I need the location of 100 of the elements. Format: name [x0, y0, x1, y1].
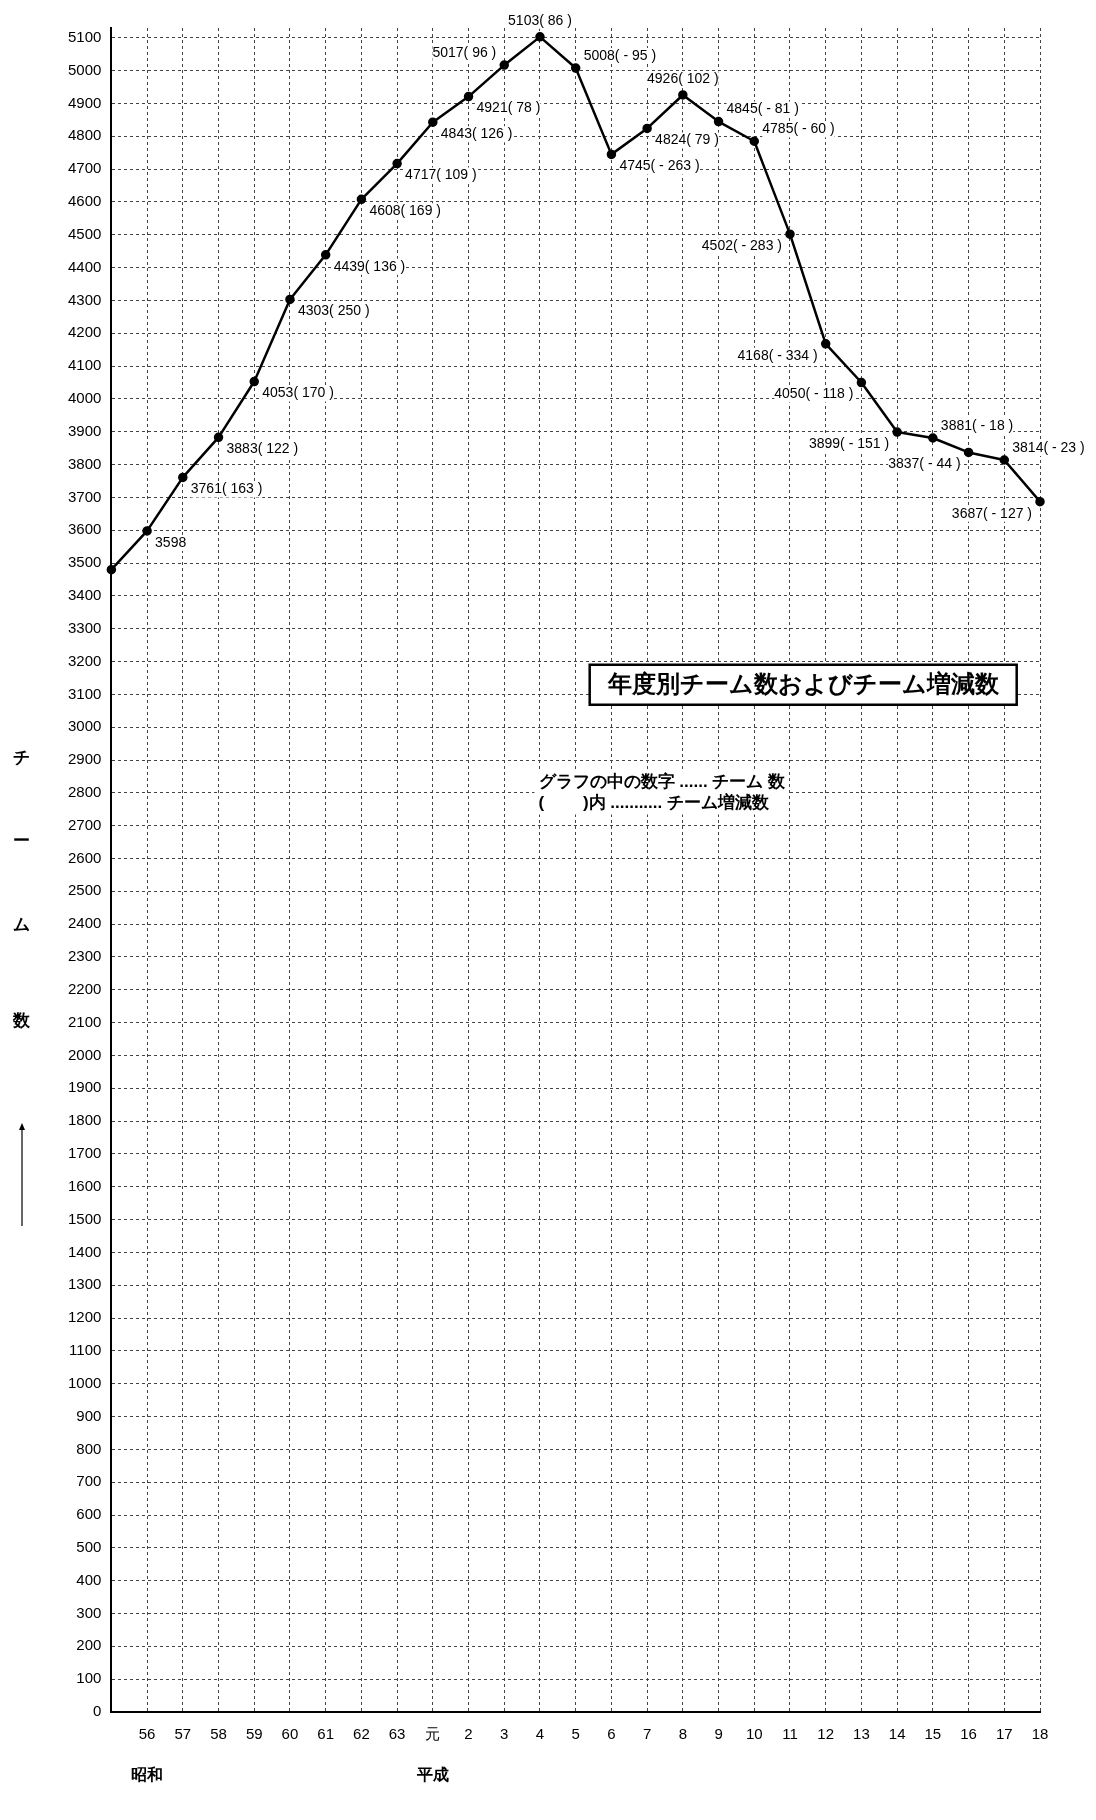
data-label: 5008( - 95 ): [583, 46, 657, 63]
y-tick-label: 4600: [67, 192, 102, 210]
text: 年度別チーム数およびチーム増減数: [606, 670, 1000, 698]
y-tick-label: 1100: [69, 1341, 102, 1359]
x-tick-label: 4: [535, 1725, 545, 1743]
y-tick-label: 4400: [67, 257, 102, 275]
y-tick-label: 300: [76, 1603, 102, 1621]
y-tick-label: 1500: [67, 1209, 102, 1227]
y-tick-label: 2900: [67, 750, 102, 768]
y-tick-label: 1900: [67, 1078, 102, 1096]
x-tick-label: 59: [245, 1725, 263, 1743]
point: [749, 136, 760, 146]
point: [178, 472, 188, 483]
y-tick-label: 2600: [67, 848, 102, 866]
data-label: 4439( 136 ): [333, 257, 406, 274]
y-tick-label: 2400: [67, 914, 102, 932]
text: 昭和: [131, 1766, 164, 1784]
data-label: 3687( - 127 ): [951, 504, 1033, 521]
x-tick-label: 56: [138, 1725, 156, 1743]
data-label: 4845( - 81 ): [726, 100, 799, 117]
annotation: グラフの中の数字 ...... チーム 数: [538, 772, 787, 792]
y-tick-label: 4200: [67, 323, 102, 341]
x-tick-label: 元: [425, 1725, 441, 1743]
y-tick-label: 200: [76, 1636, 102, 1654]
y-tick-label: 100: [76, 1669, 102, 1687]
y-tick-label: 2200: [67, 979, 102, 997]
y-tick-label: 2100: [67, 1012, 102, 1030]
text: 平成: [415, 1766, 449, 1784]
y-tick-label: 0: [93, 1702, 102, 1720]
y-tick-label: 5100: [67, 27, 102, 45]
point: [678, 90, 688, 100]
point: [463, 91, 474, 102]
point: [606, 149, 617, 160]
x-tick-label: 62: [353, 1725, 370, 1743]
y-tick-label: 4500: [67, 224, 102, 242]
x-tick-label: 63: [388, 1725, 406, 1743]
point: [392, 158, 402, 169]
data-label: 3881( - 18 ): [940, 416, 1014, 433]
y-tick-label: 3000: [67, 717, 102, 735]
data-label: 4303( 250 ): [297, 302, 370, 319]
x-tick-label: 16: [960, 1725, 977, 1743]
y-tick-label: 1700: [67, 1144, 102, 1162]
y-tick-label: 600: [76, 1505, 102, 1523]
x-tick-label: 5: [571, 1725, 580, 1743]
point: [428, 117, 438, 127]
data-label: 4926( 102 ): [647, 69, 719, 86]
annotation: ( )内 ........... チーム増減数: [538, 792, 770, 813]
x-tick-label: 7: [642, 1725, 652, 1743]
y-tick-label: 2700: [67, 815, 102, 833]
x-tick-label: 57: [174, 1725, 192, 1743]
y-tick-label: 500: [76, 1538, 102, 1556]
y-tick-label: 1300: [67, 1275, 102, 1293]
point: [999, 455, 1010, 465]
x-tick-label: 61: [317, 1725, 335, 1743]
x-tick-label: 2: [464, 1725, 473, 1743]
data-label: 3814( - 23 ): [1012, 438, 1085, 455]
x-tick-label: 12: [817, 1725, 835, 1743]
x-tick-label: 10: [745, 1725, 763, 1743]
data-label: 3598: [155, 533, 187, 550]
data-label: 3761( 163 ): [190, 480, 263, 497]
y-tick-label: 3700: [67, 487, 102, 505]
point: [570, 63, 581, 73]
point: [713, 116, 724, 127]
x-tick-label: 15: [924, 1725, 942, 1743]
y-tick-label: 900: [76, 1406, 102, 1424]
point: [285, 294, 295, 305]
y-axis-title: チーム数: [11, 738, 33, 1072]
y-tick-label: 3100: [67, 684, 102, 702]
y-tick-label: 800: [76, 1439, 102, 1457]
y-tick-label: 2800: [67, 783, 102, 800]
y-tick-label: 2300: [67, 947, 102, 965]
y-tick-label: 4100: [67, 356, 102, 374]
y-tick-label: 3300: [67, 618, 102, 636]
y-tick-label: 3400: [67, 586, 102, 604]
point: [820, 339, 831, 349]
y-tick-label: 1000: [67, 1373, 102, 1391]
data-label: 4608( 169 ): [369, 202, 441, 219]
data-label: 4745( - 263 ): [619, 157, 700, 174]
point: [856, 377, 867, 388]
point: [928, 433, 938, 443]
data-label: 4502( - 283 ): [701, 237, 782, 254]
point: [142, 526, 152, 536]
y-tick-label: 4900: [67, 93, 102, 111]
data-label: 3899( - 151 ): [808, 434, 890, 451]
data-label: 4717( 109 ): [405, 166, 477, 183]
y-tick-label: 1400: [67, 1242, 102, 1260]
data-label: 4053( 170 ): [262, 384, 334, 401]
x-tick-label: 9: [714, 1725, 723, 1743]
x-tick-label: 60: [281, 1725, 299, 1743]
y-tick-label: 3500: [67, 553, 102, 571]
point: [535, 32, 545, 42]
x-tick-label: 11: [782, 1725, 798, 1743]
point: [249, 376, 259, 387]
y-tick-label: 400: [76, 1570, 102, 1588]
data-label: 4824( 79 ): [655, 131, 719, 148]
y-tick-label: 1600: [67, 1176, 102, 1194]
x-tick-label: 18: [1031, 1725, 1049, 1743]
data-label: 4921( 78 ): [476, 99, 541, 116]
y-tick-label: 5000: [67, 60, 102, 78]
y-tick-label: 2500: [67, 881, 102, 899]
